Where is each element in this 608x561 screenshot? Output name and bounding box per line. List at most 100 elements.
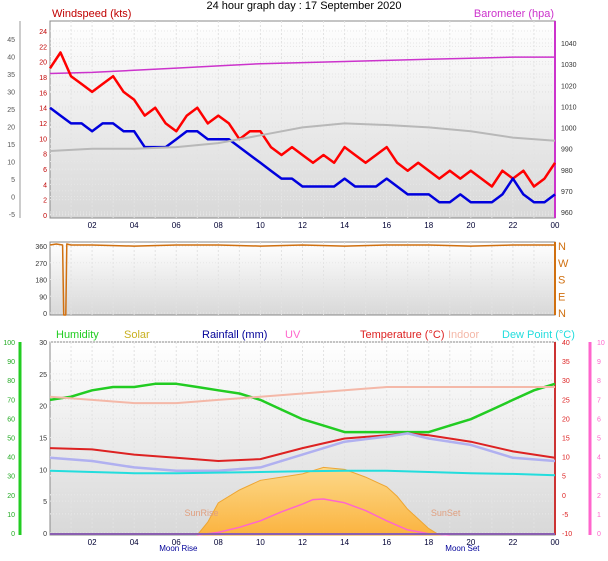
page-title: 24 hour graph day : 17 September 2020: [206, 0, 402, 12]
barometer-tick-label: 1040: [561, 41, 577, 48]
x-tick-label: 06: [172, 221, 181, 230]
average-wind-line: [49, 106, 556, 204]
wind-tick-label: 8: [43, 152, 47, 159]
uv-tick-label: 9: [597, 359, 601, 366]
barometer-axis-title: Barometer (hpa): [474, 8, 554, 20]
x-tick-label: 10: [256, 538, 265, 547]
barometer-tick-label: 970: [561, 189, 573, 196]
far-left-tick-label: 40: [7, 55, 15, 62]
sunset-label: SunSet: [431, 508, 461, 518]
direction-tick-label: 360: [35, 244, 47, 251]
far-left-tick-label: 10: [7, 160, 15, 167]
uv-tick-label: 6: [597, 416, 601, 423]
indoor-line: [49, 386, 555, 405]
legend-label: UV: [285, 329, 301, 341]
far-left-tick-label: 45: [7, 37, 15, 44]
barometer-tick-label: 1000: [561, 126, 577, 133]
left-tick-label: 25: [39, 372, 47, 379]
humidity-tick-label: 20: [7, 493, 15, 500]
compass-label: N: [558, 308, 566, 320]
uv-tick-label: 7: [597, 397, 601, 404]
far-left-tick-label: -5: [9, 212, 15, 219]
barometer-tick-label: 1030: [561, 62, 577, 69]
humidity-tick-label: 100: [3, 340, 15, 347]
wind-direction-line: [49, 243, 555, 316]
humidity-tick-label: 70: [7, 397, 15, 404]
wind-gust-line: [48, 51, 557, 188]
far-left-tick-label: 15: [7, 142, 15, 149]
uv-tick-label: 4: [597, 455, 601, 462]
humidity-tick-label: 10: [7, 512, 15, 519]
humidity-tick-label: 50: [7, 436, 15, 443]
uv-tick-label: 3: [597, 474, 601, 481]
temperature-tick-label: 15: [562, 436, 570, 443]
x-tick-label: 00: [551, 538, 560, 547]
x-tick-label: 00: [551, 221, 560, 230]
humidity-tick-label: 80: [7, 378, 15, 385]
wind-tick-label: 10: [39, 136, 47, 143]
uv-tick-label: 8: [597, 378, 601, 385]
moonrise-label: Moon Rise: [159, 544, 198, 553]
x-tick-label: 08: [214, 221, 223, 230]
legend-label: Humidity: [56, 329, 99, 341]
uv-tick-label: 0: [597, 531, 601, 538]
x-tick-label: 22: [508, 221, 517, 230]
barometer-tick-label: 960: [561, 210, 573, 217]
x-tick-label: 02: [88, 221, 97, 230]
far-left-tick-label: 30: [7, 90, 15, 97]
compass-label: S: [558, 275, 565, 287]
x-tick-label: 02: [88, 538, 97, 547]
direction-tick-label: 180: [35, 278, 47, 285]
direction-tick-label: 90: [39, 294, 47, 301]
left-tick-label: 30: [39, 340, 47, 347]
wind-tick-label: 18: [39, 75, 47, 82]
uv-tick-label: 10: [597, 340, 605, 347]
direction-tick-label: 0: [43, 311, 47, 318]
humidity-tick-label: 30: [7, 474, 15, 481]
temperature-tick-label: 30: [562, 378, 570, 385]
x-tick-label: 12: [298, 221, 307, 230]
barometer-tick-label: 990: [561, 147, 573, 154]
humidity-tick-label: 90: [7, 359, 15, 366]
x-tick-label: 12: [298, 538, 307, 547]
compass-label: W: [558, 258, 569, 270]
solar-area: [196, 466, 442, 536]
compass-label: E: [558, 291, 565, 303]
wind-tick-label: 12: [39, 121, 47, 128]
temperature-tick-label: -10: [562, 531, 572, 538]
legend-label: Indoor: [448, 329, 480, 341]
humidity-line: [49, 382, 556, 434]
x-tick-label: 04: [130, 221, 139, 230]
temperature-tick-label: 5: [562, 474, 566, 481]
temperature-tick-label: 20: [562, 416, 570, 423]
temperature-tick-label: 0: [562, 493, 566, 500]
temperature-tick-label: -5: [562, 512, 568, 519]
temperature-tick-label: 10: [562, 455, 570, 462]
uv-line: [197, 498, 450, 536]
wind-tick-label: 16: [39, 90, 47, 97]
x-tick-label: 06: [172, 538, 181, 547]
uv-tick-label: 1: [597, 512, 601, 519]
x-tick-label: 10: [256, 221, 265, 230]
x-tick-label: 08: [214, 538, 223, 547]
lavender-line: [49, 432, 556, 472]
temperature-tick-label: 35: [562, 359, 570, 366]
legend-label: Solar: [124, 329, 150, 341]
legend-label: Rainfall (mm): [202, 329, 267, 341]
far-left-tick-label: 0: [11, 195, 15, 202]
uv-tick-label: 2: [597, 493, 601, 500]
left-tick-label: 15: [39, 436, 47, 443]
x-tick-label: 04: [130, 538, 139, 547]
sunrise-label: SunRise: [184, 508, 218, 518]
x-tick-label: 14: [340, 538, 349, 547]
barometer-line: [49, 56, 555, 75]
left-tick-label: 5: [43, 499, 47, 506]
left-tick-label: 10: [39, 467, 47, 474]
far-left-tick-label: 5: [11, 177, 15, 184]
temperature-tick-label: 25: [562, 397, 570, 404]
left-tick-label: 0: [43, 531, 47, 538]
direction-tick-label: 270: [35, 261, 47, 268]
far-left-tick-label: 20: [7, 125, 15, 132]
uv-tick-label: 5: [597, 436, 601, 443]
